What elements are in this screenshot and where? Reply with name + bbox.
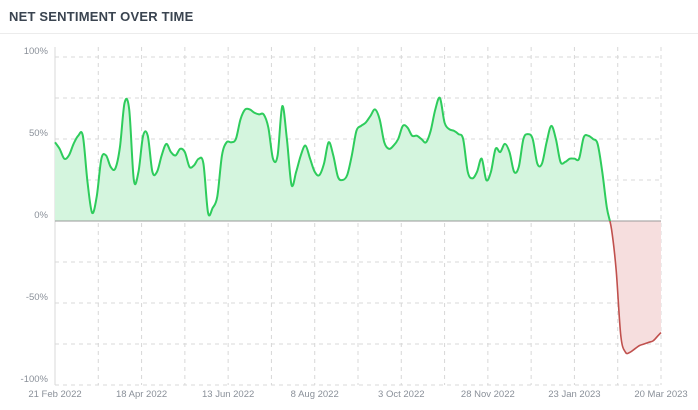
y-tick-label: 0% (34, 210, 48, 221)
x-tick-label: 3 Oct 2022 (378, 389, 424, 400)
y-tick-label: 50% (29, 128, 49, 139)
y-tick-label: -100% (21, 374, 49, 385)
series-layer (54, 96, 662, 355)
x-tick-label: 18 Apr 2022 (116, 389, 167, 400)
positive-sentiment-line (54, 96, 611, 221)
y-tick-label: -50% (26, 292, 49, 303)
x-tick-label: 8 Aug 2022 (291, 389, 339, 400)
title-divider (0, 33, 698, 34)
axis-layer: 100% 50% 0% -50% -100% 21 Feb 2022 18 Apr 2022… (21, 46, 688, 400)
x-tick-label: 13 Jun 2022 (202, 389, 254, 400)
x-tick-label: 23 Jan 2023 (548, 389, 600, 400)
x-tick-label: 20 Mar 2023 (634, 389, 687, 400)
chart-title: NET SENTIMENT OVER TIME (9, 9, 194, 24)
y-tick-label: 100% (24, 46, 49, 57)
x-tick-label: 21 Feb 2022 (28, 389, 81, 400)
positive-area-fill (55, 97, 661, 221)
x-tick-label: 28 Nov 2022 (461, 389, 515, 400)
